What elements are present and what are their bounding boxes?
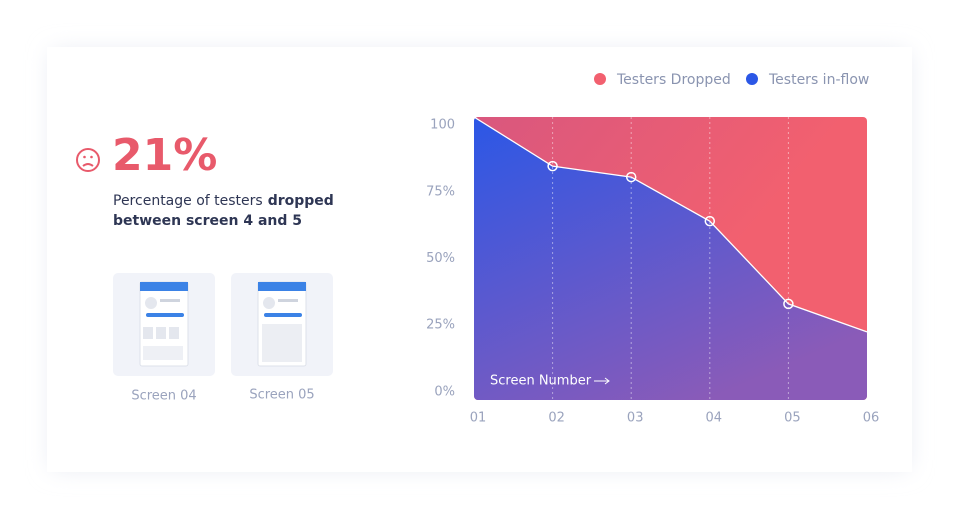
point-marker (547, 160, 558, 172)
x-tick-label: 02 (548, 411, 565, 426)
description-text: Percentage of testers (113, 193, 263, 209)
y-tick-label: 0% (434, 384, 455, 399)
y-tick-label: 75% (426, 184, 455, 199)
screen-thumb (113, 273, 215, 376)
point-marker (625, 171, 637, 183)
legend-label: Testers Dropped (616, 72, 731, 88)
y-tick-label: 25% (426, 318, 455, 333)
x-axis-arrow (594, 377, 610, 385)
inflow-area (474, 117, 867, 400)
plot-area (474, 117, 867, 400)
x-tick-label: 03 (627, 411, 644, 426)
screen-label: Screen 04 (131, 389, 196, 404)
point-marker (783, 298, 794, 310)
stat-description: Percentage of testers dropped (113, 193, 334, 209)
description-bold: between screen 4 and 5 (113, 213, 302, 229)
legend-label: Testers in-flow (768, 72, 869, 88)
y-tick-label: 50% (426, 251, 455, 266)
point-marker (704, 215, 716, 227)
y-tick-label: 100 (430, 118, 455, 133)
legend-marker (746, 73, 758, 85)
x-tick-label: 01 (470, 411, 487, 426)
chart-overlay: Screen Number (473, 116, 868, 389)
x-axis-label: Screen Number (490, 374, 592, 389)
description-bold: dropped (268, 193, 334, 209)
legend-marker (594, 73, 606, 85)
stat-value: 21% (112, 130, 217, 181)
x-tick-label: 04 (706, 411, 723, 426)
screen-label: Screen 05 (249, 388, 314, 403)
sad-icon (76, 148, 100, 172)
x-tick-label: 06 (863, 411, 880, 426)
inflow-line (473, 116, 868, 333)
screen-thumb (231, 273, 333, 376)
x-tick-label: 05 (784, 411, 801, 426)
